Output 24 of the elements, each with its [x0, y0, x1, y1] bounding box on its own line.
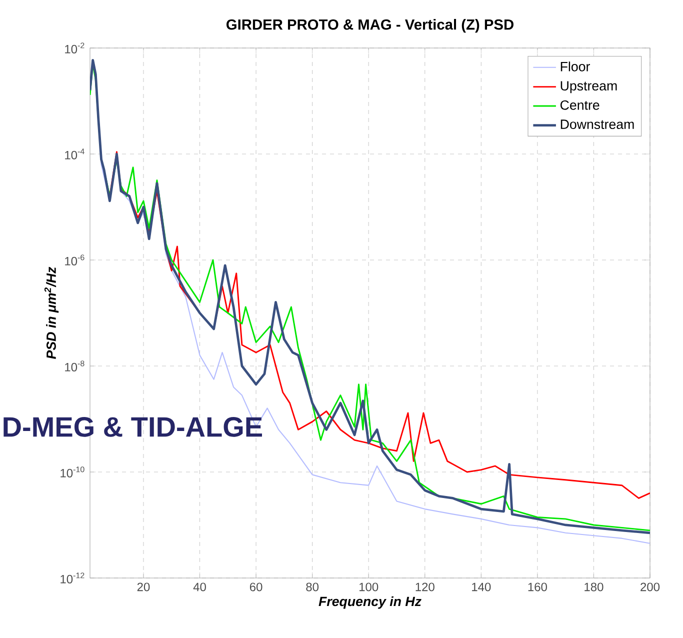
x-tick-label: 100	[360, 582, 378, 592]
x-tick-label: 60	[250, 582, 262, 592]
x-tick-label: 20	[137, 582, 150, 592]
x-tick-label: 120	[416, 582, 434, 592]
y-axis-title: PSD in μm$^{2}$/Hz	[44, 266, 59, 359]
legend-label: Floor	[560, 62, 590, 72]
x-tick-label: 40	[193, 582, 206, 592]
y-tick-label: 10$^{-10}$	[60, 466, 84, 478]
y-tick-label: 10$^{-2}$	[65, 42, 84, 54]
y-tick-label: 10$^{-6}$	[65, 254, 84, 266]
legend-label: Downstream	[560, 120, 634, 129]
y-tick-label: 10$^{-12}$	[60, 572, 84, 584]
x-tick-label: 180	[584, 582, 604, 592]
chart-title: GIRDER PROTO & MAG - Vertical (Z) PSD	[226, 18, 514, 33]
x-tick-label: 200	[640, 582, 660, 592]
annotation: D-MEG & TID-ALGE	[4, 417, 262, 437]
legend-label: Centre	[560, 100, 600, 110]
x-tick-label: 140	[472, 582, 491, 592]
x-tick-label: 80	[306, 582, 319, 592]
y-tick-label: 10$^{-4}$	[65, 148, 84, 160]
x-axis-title: Frequency in Hz	[318, 596, 422, 609]
y-tick-label: 10$^{-8}$	[65, 360, 84, 372]
x-tick-label: 160	[528, 582, 547, 592]
legend-label: Upstream	[560, 81, 617, 94]
